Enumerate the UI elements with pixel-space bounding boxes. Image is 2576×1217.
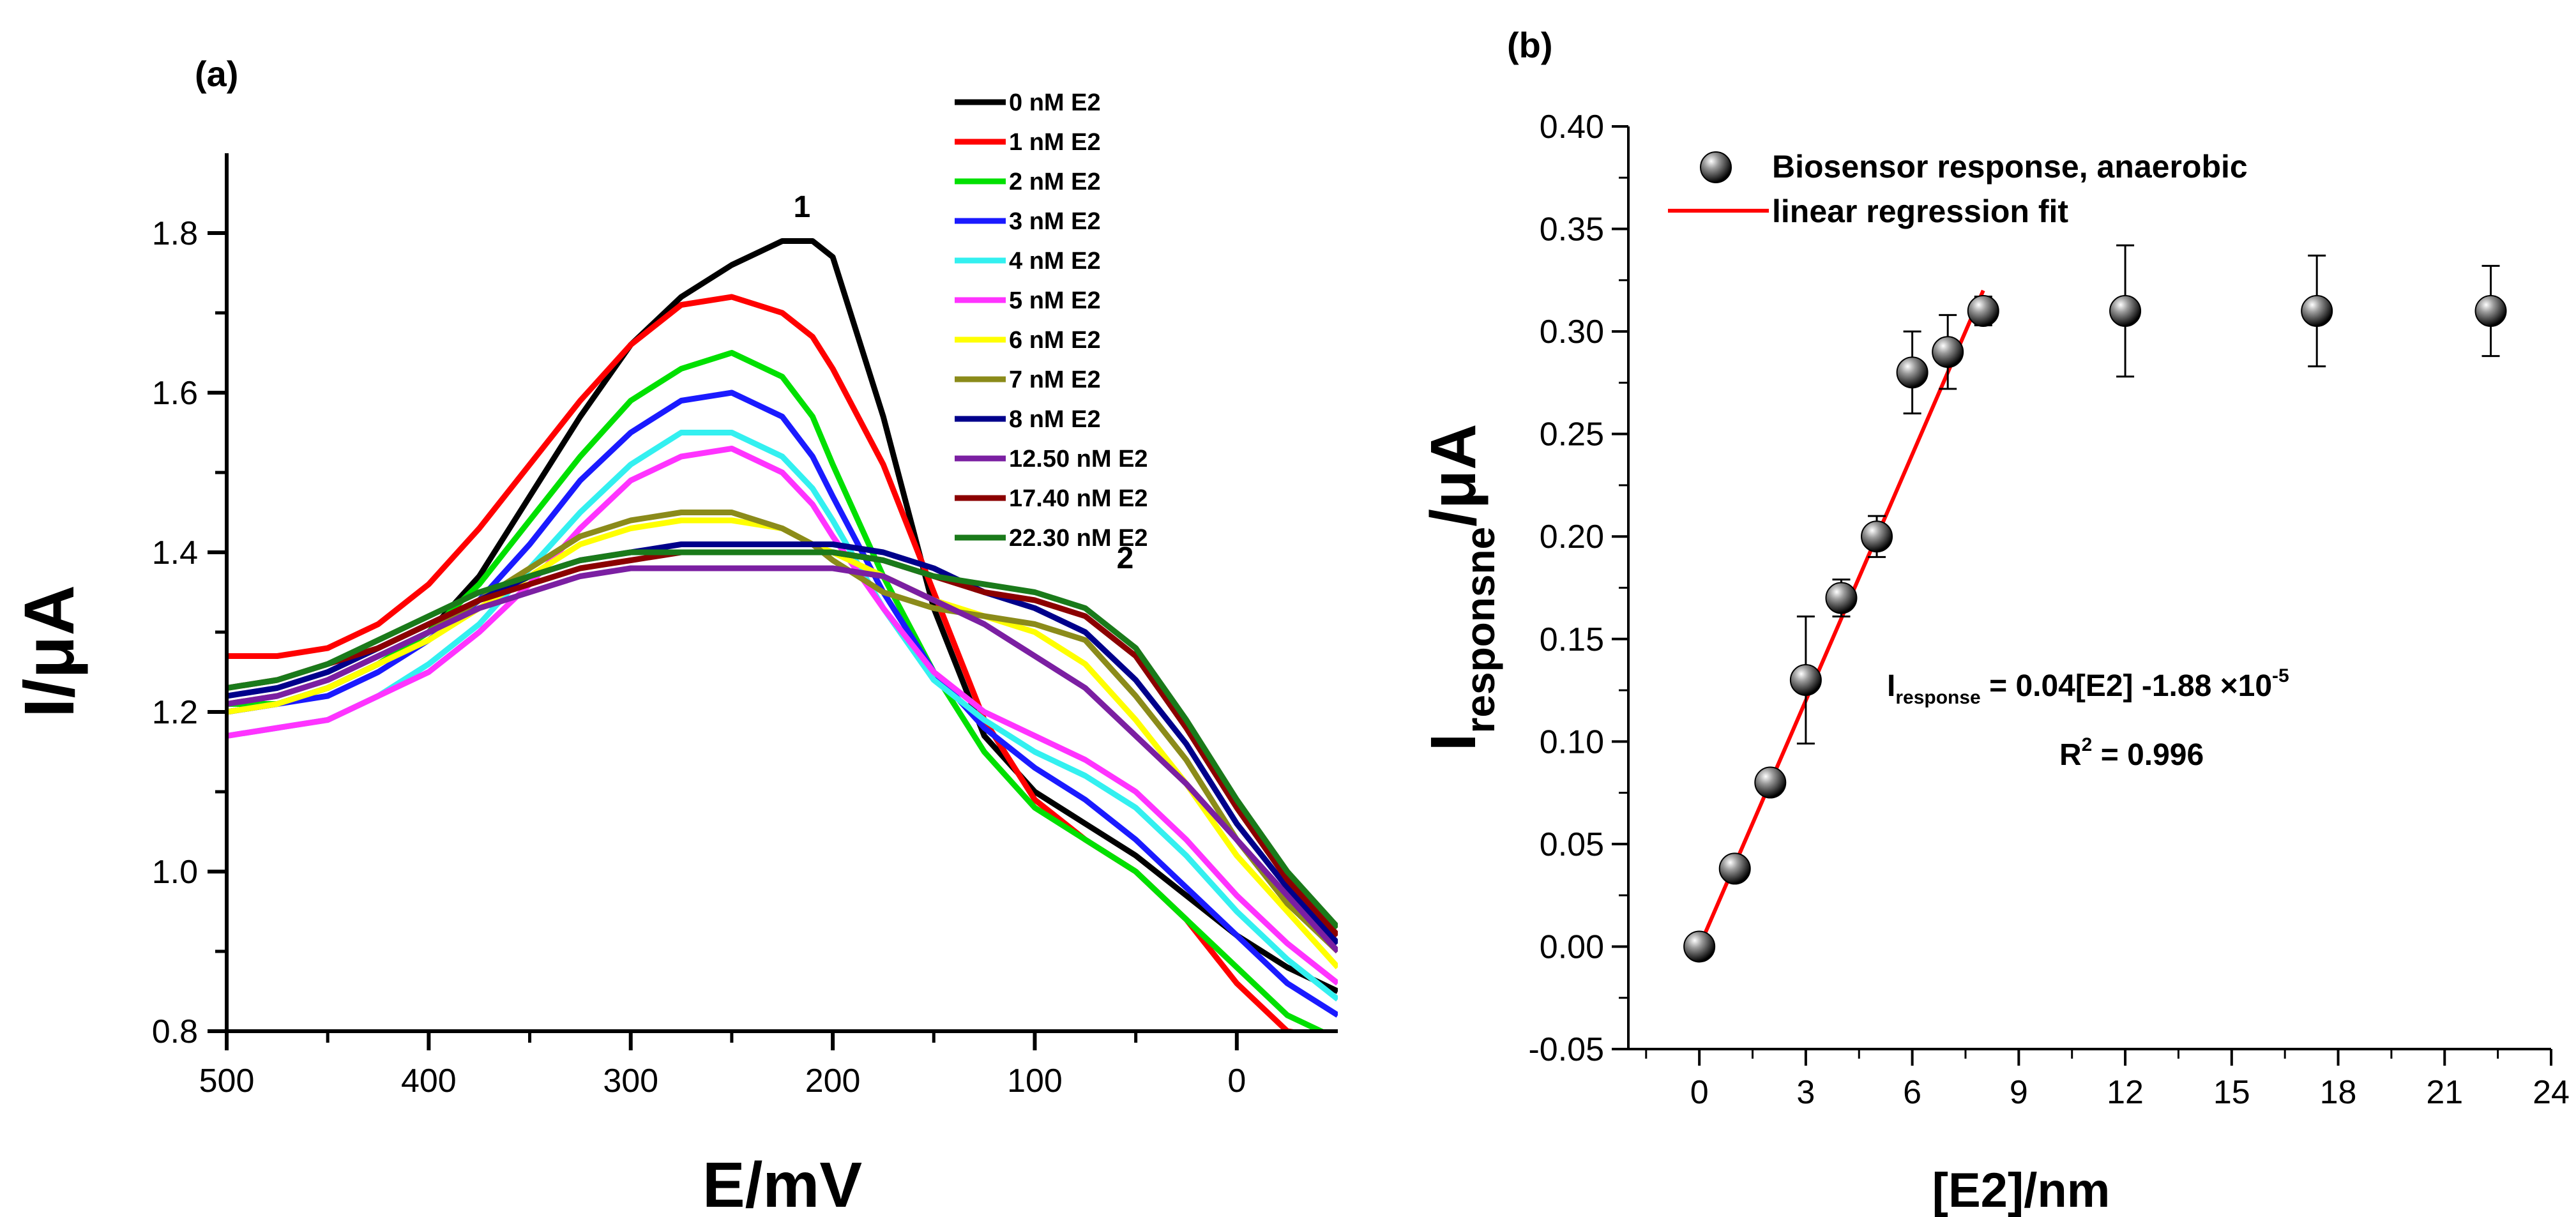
legend-label: 1 nM E2: [1009, 129, 1101, 156]
y-tick-label: 1.4: [152, 534, 198, 571]
r-squared: R2 = 0.996: [2059, 734, 2204, 772]
x-tick-label: 300: [603, 1062, 658, 1100]
legend-label: 22.30 nM E2: [1009, 525, 1148, 552]
data-point: [2474, 295, 2507, 327]
legend-marker-response: [1700, 151, 1732, 183]
y-tick-label: -0.05: [1528, 1031, 1604, 1068]
y-tick-label: 1.6: [152, 375, 198, 412]
data-point: [2301, 295, 2333, 327]
data-point: [1932, 336, 1964, 368]
r2-lead: R: [2059, 738, 2082, 772]
series-line: [227, 446, 1338, 986]
regression-equation: Iresponse = 0.04[E2] -1.88 ×10-5: [1887, 665, 2289, 708]
y-title-tail: /μA: [1418, 424, 1489, 527]
legend-label-response: Biosensor response, anaerobic: [1772, 149, 2248, 185]
y-tick-label: 0.30: [1540, 314, 1604, 351]
panel-b-label: (b): [1507, 25, 1553, 65]
y-tick-label: 0.05: [1540, 826, 1604, 863]
y-tick-label: 1.0: [152, 854, 198, 891]
series-line: [227, 238, 1338, 994]
x-tick-label: 500: [199, 1062, 255, 1100]
y-tick-label: 0.00: [1540, 928, 1604, 965]
legend-label-fit: linear regression fit: [1772, 193, 2068, 229]
data-point: [1718, 852, 1751, 885]
legend-label: 8 nM E2: [1009, 406, 1101, 433]
panel-a: (a) 500 400 300 200 100 0 0.8 1.0 1.2 1.4 1.6 1.8 0…: [10, 54, 1338, 1217]
panel-a-label: (a): [195, 54, 238, 94]
x-tick-label: 3: [1796, 1074, 1815, 1111]
panel-a-axes: 500 400 300 200 100 0 0.8 1.0 1.2 1.4 1.6 1.8: [152, 153, 1338, 1100]
y-tick-label: 0.35: [1540, 211, 1604, 248]
panel-b: (b) 0 3 6 9 12 15 18 21 24-0.050.000.050.100.150…: [1418, 25, 2570, 1217]
data-point: [1754, 766, 1787, 799]
y-tick-label: 0.20: [1540, 518, 1604, 556]
regression-line: [1697, 289, 1985, 948]
y-tick-label: 0.25: [1540, 416, 1604, 453]
x-tick-label: 100: [1007, 1062, 1063, 1100]
data-point: [1861, 520, 1893, 553]
x-tick-label: 21: [2426, 1074, 2463, 1111]
series-line: [227, 565, 1338, 954]
panel-b-x-axis-title: [E2]/nm: [1932, 1163, 2110, 1217]
data-point: [1896, 356, 1928, 389]
x-tick-label: 400: [401, 1062, 457, 1100]
data-point: [1967, 295, 1999, 327]
panel-b-points: [1683, 244, 2507, 963]
x-tick-label: 6: [1903, 1074, 1921, 1111]
legend-label: 0 nM E2: [1009, 89, 1101, 116]
panel-a-series: [227, 238, 1338, 1031]
legend-label: 7 nM E2: [1009, 367, 1101, 393]
panel-a-legend: 0 nM E2 1 nM E2 2 nM E2 3 nM E2 4 nM E2 5 nM …: [955, 89, 1148, 552]
x-tick-label: 9: [2010, 1074, 2028, 1111]
x-tick-label: 15: [2213, 1074, 2250, 1111]
equation-lead: I: [1887, 669, 1895, 703]
equation-subscript: response: [1895, 687, 1980, 708]
x-tick-label: 12: [2107, 1074, 2144, 1111]
equation-superscript: -5: [2272, 665, 2289, 686]
data-point: [2109, 295, 2142, 327]
panel-a-y-axis-title: I/μA: [10, 585, 89, 718]
panel-b-y-axis-title: Iresponsne/μA: [1418, 424, 1503, 752]
data-point: [1683, 930, 1716, 963]
x-tick-label: 200: [805, 1062, 861, 1100]
legend-label: 6 nM E2: [1009, 327, 1101, 354]
equation-main: = 0.04[E2] -1.88 ×10: [1981, 669, 2272, 703]
x-tick-label: 18: [2320, 1074, 2357, 1111]
series-line: [227, 430, 1338, 1002]
x-tick-label: 0: [1227, 1062, 1246, 1100]
peak-label-2: 2: [1117, 541, 1134, 575]
y-tick-label: 0.15: [1540, 621, 1604, 658]
r2-superscript: 2: [2082, 734, 2093, 755]
legend-label: 3 nM E2: [1009, 208, 1101, 235]
legend-label: 5 nM E2: [1009, 287, 1101, 314]
y-tick-label: 1.8: [152, 215, 198, 252]
legend-label: 17.40 nM E2: [1009, 485, 1148, 512]
series-line: [227, 294, 1306, 1031]
legend-label: 2 nM E2: [1009, 169, 1101, 195]
r2-tail: = 0.996: [2092, 738, 2204, 772]
y-tick-label: 1.2: [152, 694, 198, 731]
x-tick-label: 0: [1690, 1074, 1709, 1111]
peak-label-1: 1: [793, 190, 810, 224]
series-line: [227, 549, 1338, 930]
panel-b-fit: [1697, 289, 1985, 948]
data-point: [1789, 664, 1822, 696]
x-tick-label: 24: [2533, 1074, 2570, 1111]
y-title-subscript: responsne: [1457, 527, 1503, 734]
y-tick-label: 0.8: [152, 1013, 198, 1050]
panel-a-x-axis-title: E/mV: [702, 1149, 862, 1217]
panel-b-axes: 0 3 6 9 12 15 18 21 24 -0.05 0.00 0.05 0.10 0.15 0.20 0…: [1528, 109, 2569, 1111]
data-point: [1825, 582, 1858, 614]
legend-label: 4 nM E2: [1009, 248, 1101, 275]
y-title-main: I: [1418, 734, 1489, 752]
y-tick-label: 0.10: [1540, 723, 1604, 760]
y-tick-label: 0.40: [1540, 109, 1604, 146]
legend-label: 12.50 nM E2: [1009, 446, 1148, 472]
